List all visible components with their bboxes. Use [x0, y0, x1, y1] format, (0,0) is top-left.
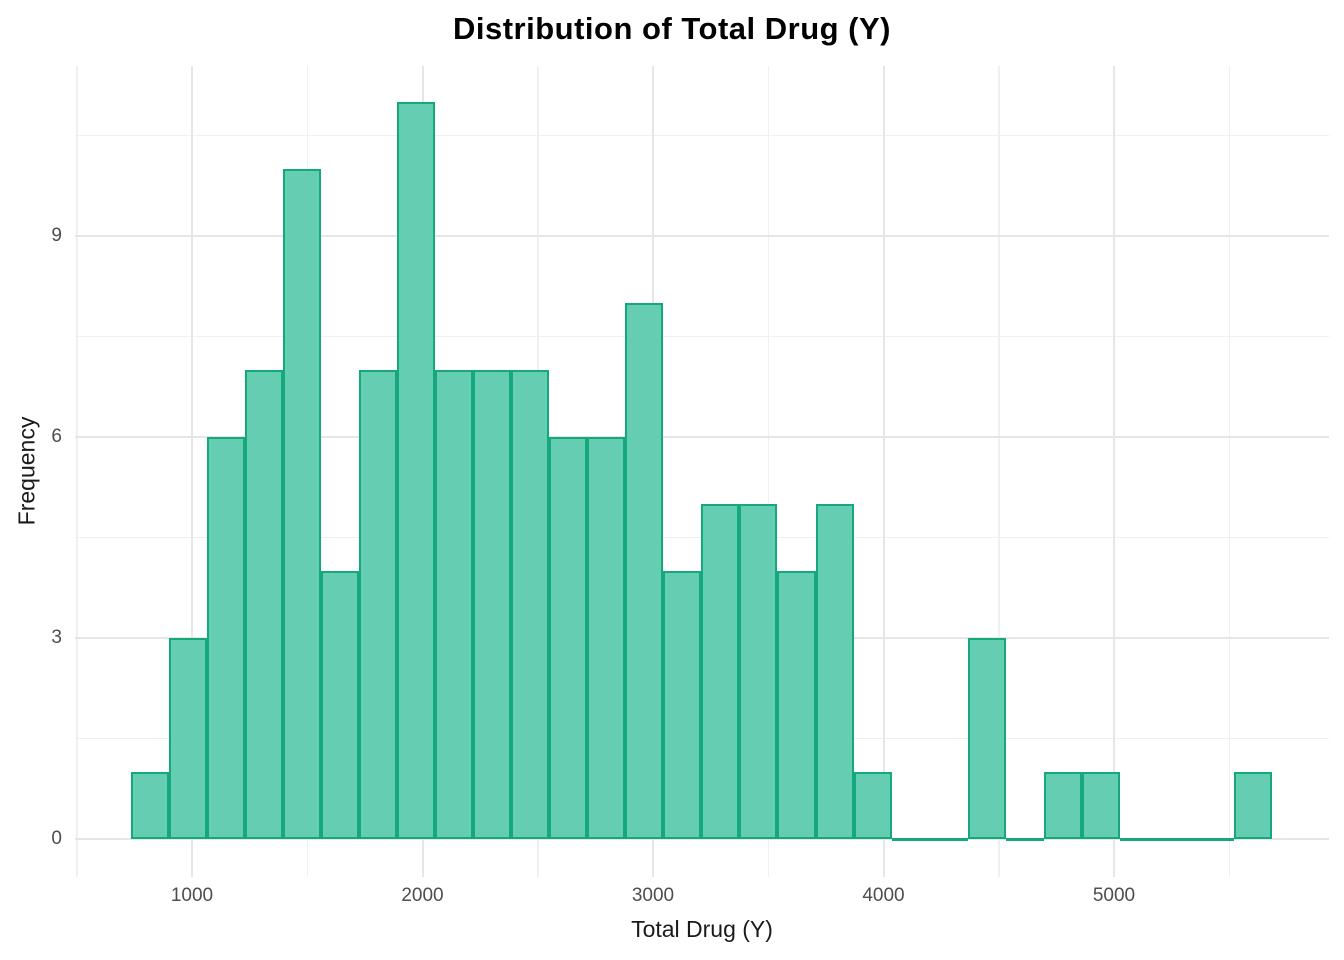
y-tick-label: 6: [51, 426, 62, 447]
histogram-bar: [549, 437, 588, 839]
chart-title: Distribution of Total Drug (Y): [452, 11, 892, 46]
y-major-gridline: [75, 235, 1329, 237]
y-tick-label: 0: [51, 828, 62, 849]
x-tick-label: 5000: [1092, 885, 1136, 906]
histogram-zero-bin-baseline: [1005, 837, 1044, 841]
x-minor-gridline: [767, 66, 769, 877]
y-tick-label: 3: [51, 627, 62, 648]
x-major-gridline: [882, 66, 885, 877]
y-major-gridline: [75, 436, 1329, 438]
x-tick-label: 1000: [170, 885, 214, 906]
y-major-gridline: [75, 838, 1329, 840]
histogram-zero-bin-baseline: [929, 837, 968, 841]
histogram-bar: [511, 370, 550, 839]
x-tick-label: 3000: [631, 885, 675, 906]
x-tick-label: 4000: [862, 885, 905, 906]
histogram-bar: [777, 571, 816, 839]
histogram-zero-bin-baseline: [1119, 837, 1158, 841]
x-tick-label: 2000: [401, 885, 444, 906]
x-minor-gridline: [76, 66, 78, 877]
histogram-bar: [283, 169, 322, 839]
histogram-bar: [967, 638, 1006, 839]
x-axis-title: Total Drug (Y): [631, 916, 773, 942]
x-minor-gridline: [1228, 66, 1230, 877]
plot-panel: [75, 66, 1329, 877]
histogram-bar: [168, 638, 207, 839]
histogram-zero-bin-baseline: [891, 837, 930, 841]
y-axis-title-text: Frequency: [13, 416, 40, 526]
histogram-bar: [1081, 772, 1120, 839]
histogram-bar: [853, 772, 892, 839]
histogram-bar: [625, 303, 664, 839]
histogram-bar: [701, 504, 740, 839]
x-minor-gridline: [998, 66, 1000, 877]
y-minor-gridline: [75, 335, 1329, 338]
histogram-bar: [206, 437, 245, 839]
histogram-zero-bin-baseline: [1195, 837, 1234, 841]
histogram-bar: [1233, 772, 1272, 839]
histogram-bar: [739, 504, 778, 839]
histogram-bar: [663, 571, 702, 839]
histogram-bar: [397, 102, 436, 839]
x-major-gridline: [191, 66, 193, 877]
histogram-bar: [130, 772, 169, 839]
histogram-bar: [587, 437, 626, 839]
histogram-bar: [359, 370, 398, 839]
histogram-bar: [815, 504, 854, 839]
histogram-bar: [473, 370, 512, 839]
histogram-zero-bin-baseline: [1157, 837, 1196, 841]
y-tick-label: 9: [51, 225, 62, 246]
y-minor-gridline: [75, 134, 1329, 137]
histogram-bar: [245, 370, 284, 839]
histogram-bar: [321, 571, 360, 839]
x-major-gridline: [1113, 66, 1115, 877]
histogram-bar: [435, 370, 474, 839]
histogram-bar: [1043, 772, 1082, 839]
